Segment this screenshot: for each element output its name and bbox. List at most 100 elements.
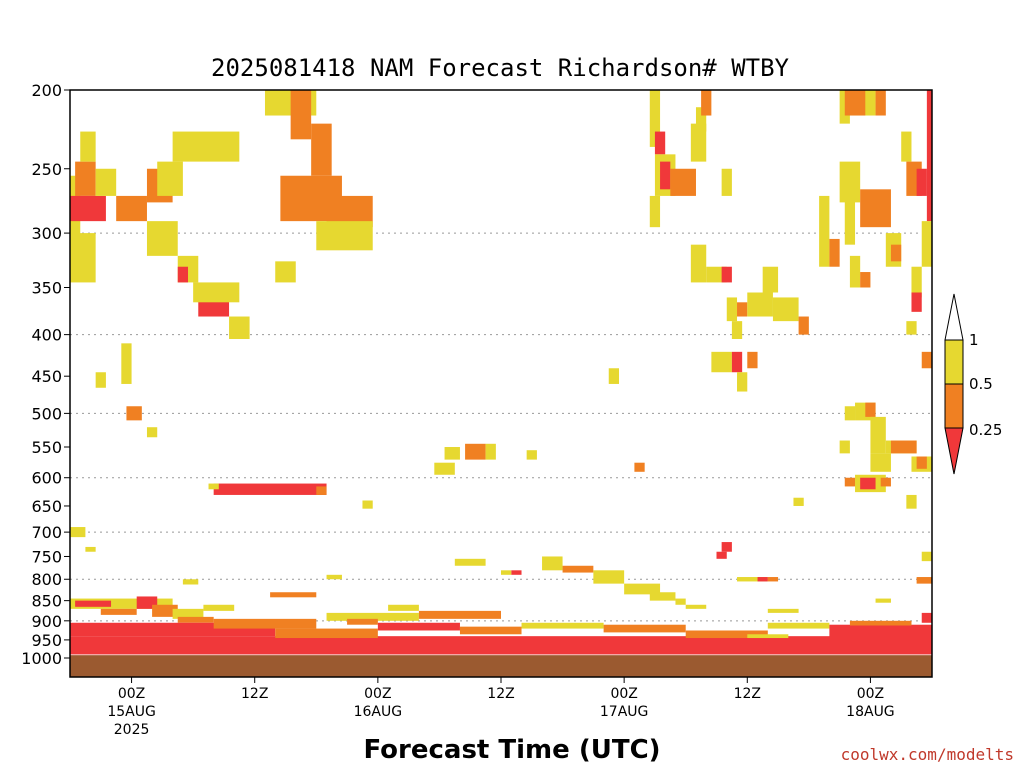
heatmap-cell-100 bbox=[870, 416, 886, 454]
heatmap-cell-135 bbox=[213, 618, 317, 629]
heatmap-cell-43 bbox=[511, 570, 522, 575]
heatmap-cell-117 bbox=[757, 577, 768, 582]
y-tick-label-450: 450 bbox=[31, 367, 62, 386]
heatmap-cell-41 bbox=[542, 556, 563, 571]
heatmap-cell-82 bbox=[829, 238, 840, 267]
heatmap-cell-133 bbox=[70, 636, 932, 655]
heatmap-cell-81 bbox=[819, 195, 830, 267]
heatmap-cell-46 bbox=[624, 583, 661, 595]
x-tick-label-6-0: 00Z bbox=[857, 686, 884, 702]
legend-label-0.25: 0.25 bbox=[969, 421, 1002, 439]
heatmap-cell-131 bbox=[100, 608, 137, 615]
heatmap-cell-59 bbox=[649, 195, 661, 228]
heatmap-cell-91 bbox=[926, 90, 932, 222]
heatmap-cell-127 bbox=[136, 596, 158, 609]
heatmap-cell-51 bbox=[649, 90, 661, 147]
heatmap-cell-130 bbox=[203, 604, 235, 611]
heatmap-cell-103 bbox=[870, 453, 891, 472]
heatmap-cell-50 bbox=[270, 592, 317, 598]
heatmap-cell-138 bbox=[347, 618, 378, 625]
x-tick-label-0-0: 00Z bbox=[118, 686, 145, 702]
y-tick-label-700: 700 bbox=[31, 523, 62, 542]
heatmap-cell-85 bbox=[860, 272, 871, 288]
heatmap-cell-93 bbox=[911, 292, 922, 312]
y-tick-label-900: 900 bbox=[31, 612, 62, 631]
heatmap-cell-128 bbox=[152, 604, 178, 617]
heatmap-cell-114 bbox=[716, 551, 727, 559]
heatmap-cell-25 bbox=[126, 406, 142, 421]
heatmap-cell-34 bbox=[465, 443, 486, 460]
heatmap-cell-45 bbox=[593, 570, 625, 584]
heatmap-cell-90 bbox=[916, 168, 927, 196]
heatmap-cell-95 bbox=[906, 321, 917, 335]
heatmap-cell-116 bbox=[737, 577, 768, 582]
y-tick-label-1000: 1000 bbox=[21, 649, 62, 668]
heatmap-cell-24 bbox=[95, 372, 106, 388]
heatmap-cell-22 bbox=[275, 261, 296, 283]
heatmap-cell-39 bbox=[634, 462, 645, 472]
x-tick-label-2-0: 00Z bbox=[364, 686, 391, 702]
heatmap-cell-146 bbox=[767, 622, 830, 629]
x-tick-label-3-0: 12Z bbox=[487, 686, 514, 702]
heatmap-cell-118 bbox=[767, 577, 779, 582]
x-tick-label-4-0: 00Z bbox=[610, 686, 637, 702]
x-tick-label-0-2: 2025 bbox=[114, 722, 150, 738]
heatmap-cell-2 bbox=[75, 161, 96, 196]
heatmap-cell-14 bbox=[193, 282, 240, 303]
heatmap-cell-49 bbox=[182, 579, 199, 585]
heatmap-cell-129 bbox=[172, 608, 204, 619]
x-tick-label-4-1: 17AUG bbox=[600, 704, 649, 720]
heatmap-cell-3 bbox=[70, 195, 106, 222]
heatmap-cell-54 bbox=[660, 161, 671, 190]
heatmap-cell-55 bbox=[670, 168, 696, 196]
heatmap-cell-15 bbox=[229, 316, 250, 340]
heatmap-cell-12 bbox=[177, 266, 189, 283]
x-tick-label-2-1: 16AUG bbox=[354, 704, 403, 720]
heatmap-cell-47 bbox=[649, 592, 676, 601]
heatmap-cell-68 bbox=[772, 297, 799, 322]
heatmap-cell-36 bbox=[526, 450, 537, 460]
heatmap-cell-140 bbox=[418, 610, 501, 619]
legend-top-arrow bbox=[944, 293, 964, 341]
heatmap-cell-78 bbox=[875, 90, 886, 116]
heatmap-cell-52 bbox=[654, 131, 666, 155]
heatmap-cell-42 bbox=[562, 565, 594, 573]
legend-label-1: 1 bbox=[969, 331, 979, 349]
x-axis-label: Forecast Time (UTC) bbox=[363, 735, 660, 765]
heatmap-cell-126 bbox=[75, 600, 112, 607]
heatmap-cell-124 bbox=[921, 612, 932, 623]
heatmap-cell-108 bbox=[844, 477, 856, 487]
heatmap-cell-6 bbox=[116, 195, 147, 222]
y-tick-label-250: 250 bbox=[31, 160, 62, 179]
heatmap-cell-10 bbox=[146, 221, 178, 256]
heatmap-cell-110 bbox=[839, 440, 850, 454]
heatmap-cell-107 bbox=[860, 477, 876, 490]
heatmap-cell-74 bbox=[747, 351, 758, 369]
heatmap-cell-139 bbox=[377, 622, 460, 631]
heatmap-cell-21 bbox=[316, 221, 373, 251]
heatmap-cell-37 bbox=[434, 462, 455, 475]
heatmap-cell-137 bbox=[326, 612, 419, 621]
heatmap-cell-56 bbox=[690, 123, 707, 162]
legend-swatch-0.25-0.5 bbox=[944, 383, 964, 429]
heatmap-cell-102 bbox=[890, 440, 917, 454]
heatmap-cell-32 bbox=[362, 500, 373, 509]
heatmap-cell-87 bbox=[890, 244, 902, 262]
heatmap-cell-29 bbox=[316, 486, 327, 495]
heatmap-cell-77 bbox=[844, 90, 866, 116]
y-axis-ticks: 200 250 300 350 400 450 500 550 600 650 700 750 800 8… bbox=[21, 81, 70, 668]
heatmap-cell-67 bbox=[762, 266, 779, 293]
y-tick-label-350: 350 bbox=[31, 278, 62, 297]
heatmap-cell-5 bbox=[95, 168, 117, 196]
heatmap-cell-72 bbox=[731, 351, 743, 373]
heatmap-cell-27 bbox=[213, 483, 327, 495]
heatmap-cell-88 bbox=[901, 131, 912, 162]
heatmap-cell-8 bbox=[172, 131, 240, 162]
heatmap-cell-132 bbox=[177, 616, 214, 623]
heatmap-cell-123 bbox=[875, 598, 891, 603]
credit-text: coolwx.com/modelts bbox=[841, 745, 1014, 764]
heatmap-cell-92 bbox=[911, 266, 922, 298]
heatmap-cell-61 bbox=[690, 244, 707, 283]
y-tick-label-550: 550 bbox=[31, 438, 62, 457]
heatmap-cell-26 bbox=[146, 427, 158, 438]
